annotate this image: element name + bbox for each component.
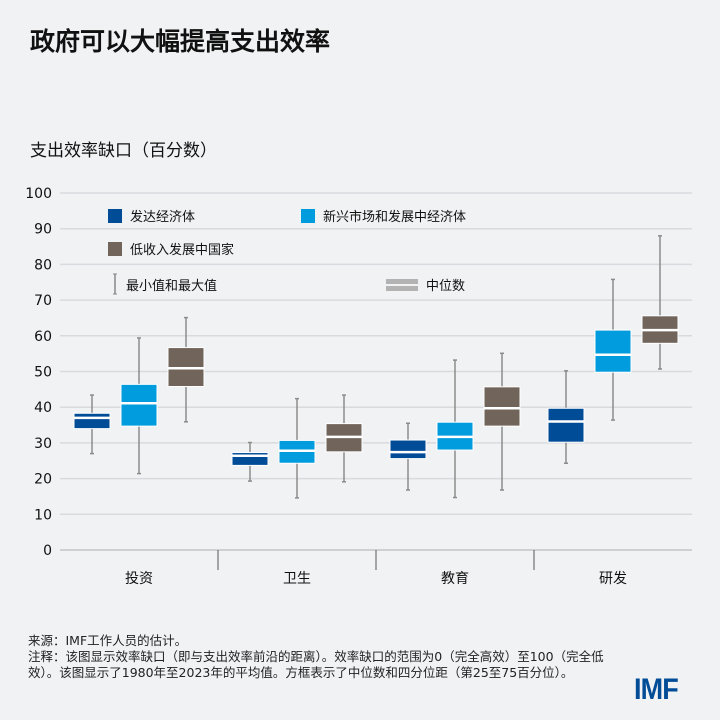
legend-label-em: 新兴市场和发展中经济体 [323, 210, 467, 225]
y-tick-label: 90 [34, 222, 52, 238]
imf-logo: IMF [634, 673, 679, 706]
legend-ae: 发达经济体 [108, 206, 195, 225]
box [483, 386, 521, 427]
y-tick-label: 60 [34, 329, 52, 345]
footnote: 注释：该图显示效率缺口（即与支出效率前沿的距离）。效率缺口的范围为0（完全高效）… [28, 649, 604, 680]
y-tick-label: 0 [43, 543, 52, 559]
x-category-label: 投资 [125, 571, 153, 587]
box [547, 407, 585, 443]
y-tick-label: 70 [34, 293, 52, 309]
y-tick-label: 20 [34, 472, 52, 488]
legend-whisker: 最小值和最大值 [112, 273, 217, 295]
box [389, 439, 427, 460]
y-tick-label: 10 [34, 507, 52, 523]
legend-swatch-em [301, 208, 315, 223]
x-category-label: 研发 [599, 571, 627, 587]
legend-lic: 低收入发展中国家 [108, 239, 234, 258]
box [594, 329, 632, 373]
x-category-label: 卫生 [283, 571, 311, 587]
legend-swatch-ae [108, 208, 122, 223]
legend-label-whisker: 最小值和最大值 [126, 278, 218, 294]
y-tick-label: 50 [34, 365, 52, 381]
legend-label-lic: 低收入发展中国家 [130, 243, 235, 258]
median-icon [386, 278, 418, 291]
box [73, 412, 111, 430]
whisker-icon [113, 273, 117, 295]
source-note: 来源：IMF工作人员的估计。 [28, 633, 188, 648]
y-axis-label: 支出效率缺口（百分数） [30, 141, 217, 161]
legend-em: 新兴市场和发展中经济体 [301, 206, 466, 225]
box [120, 383, 158, 427]
legend-label-median: 中位数 [426, 279, 466, 294]
y-tick-label: 30 [34, 436, 52, 452]
legend-median: 中位数 [386, 275, 465, 294]
legend-label-ae: 发达经济体 [130, 210, 196, 225]
y-tick-label: 80 [34, 257, 52, 273]
y-tick-label: 40 [34, 400, 52, 416]
notes: 来源：IMF工作人员的估计。 注释：该图显示效率缺口（即与支出效率前沿的距离）。… [28, 633, 618, 681]
chart-title: 政府可以大幅提高支出效率 [30, 27, 331, 56]
box [231, 452, 269, 466]
legend-swatch-lic [108, 241, 122, 256]
x-category-label: 教育 [441, 571, 469, 587]
y-tick-label: 100 [25, 186, 52, 202]
